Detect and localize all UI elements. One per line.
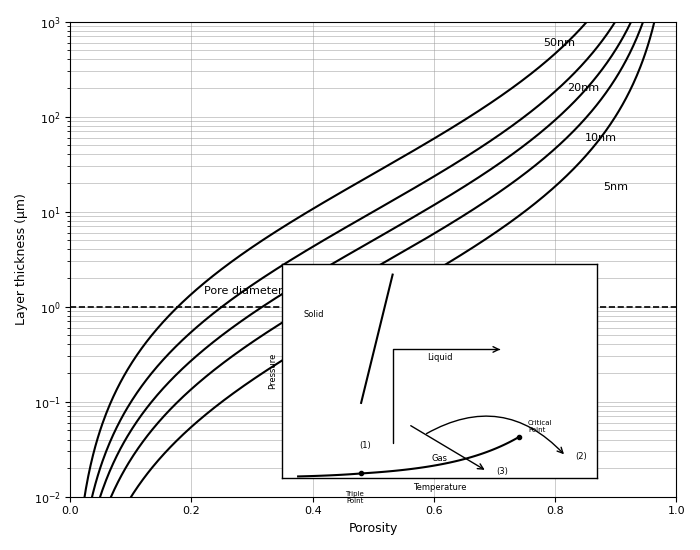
X-axis label: Porosity: Porosity bbox=[349, 522, 398, 535]
Text: Pore diameter = 2nm: Pore diameter = 2nm bbox=[204, 286, 323, 296]
Text: 50nm: 50nm bbox=[543, 38, 575, 48]
Y-axis label: Layer thickness (μm): Layer thickness (μm) bbox=[15, 193, 28, 325]
Text: 10nm: 10nm bbox=[585, 133, 617, 142]
Text: 5nm: 5nm bbox=[603, 183, 629, 192]
Text: 20nm: 20nm bbox=[567, 83, 599, 93]
